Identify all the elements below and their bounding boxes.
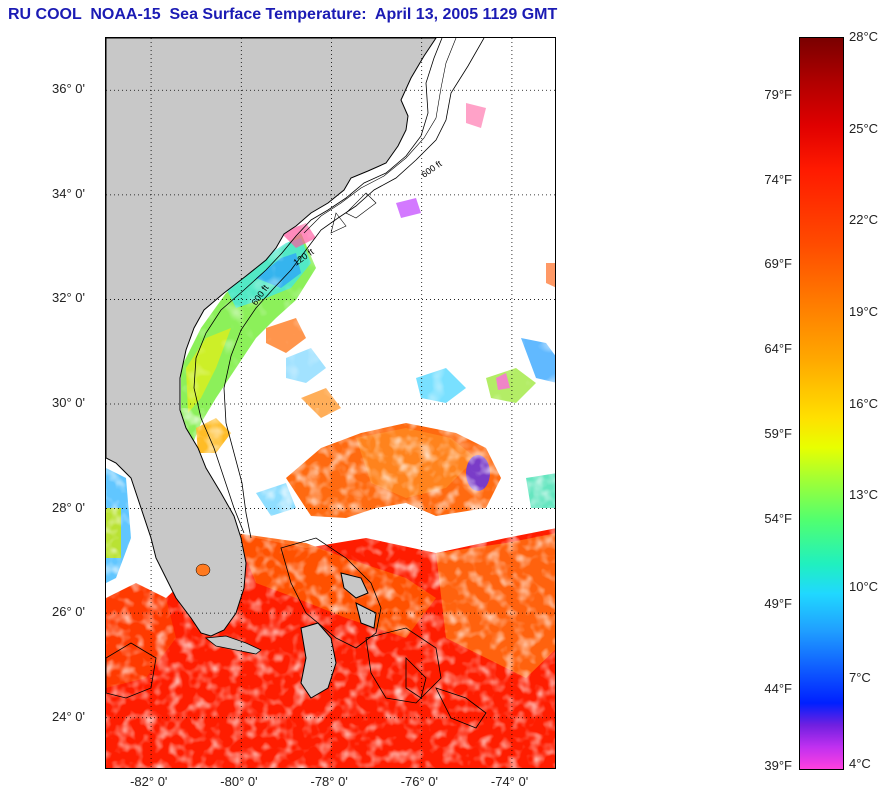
colorbar-fahrenheit-label: 54°F xyxy=(764,510,792,526)
lon-tick-label: -78° 0' xyxy=(310,774,348,789)
colorbar-fahrenheit-label: 64°F xyxy=(764,341,792,357)
lat-tick-label: 28° 0' xyxy=(52,499,85,515)
colorbar-celsius-label: 16°C xyxy=(849,395,879,411)
colorbar-fahrenheit-label: 44°F xyxy=(764,680,792,696)
lat-tick-label: 26° 0' xyxy=(52,604,85,620)
sst-map[interactable]: 120 ft 600 ft 600 ft xyxy=(105,37,556,769)
colorbar-fahrenheit-label: 59°F xyxy=(764,426,792,442)
chart-title: RU COOL NOAA-15 Sea Surface Temperature:… xyxy=(8,6,558,23)
land-southeast-us xyxy=(106,38,437,637)
colorbar-fahrenheit-label: 74°F xyxy=(764,171,792,187)
lat-tick-label: 32° 0' xyxy=(52,290,85,306)
lon-tick-label: -82° 0' xyxy=(130,774,168,789)
isobath-label-600: 600 ft xyxy=(419,158,444,179)
lat-tick-label: 30° 0' xyxy=(52,395,85,410)
isobath-120ft xyxy=(193,38,443,534)
colorbar-fahrenheit-label: 39°F xyxy=(764,758,792,773)
colorbar-celsius-label: 22°C xyxy=(849,212,879,228)
lon-tick-label: -80° 0' xyxy=(220,774,258,789)
colorbar-celsius-label: 13°C xyxy=(849,487,879,503)
colorbar-celsius-label: 10°C xyxy=(849,578,879,594)
lon-tick-label: -74° 0' xyxy=(490,774,529,789)
colorbar-fahrenheit-label: 79°F xyxy=(764,86,792,102)
lat-tick-label: 36° 0' xyxy=(52,81,85,97)
lon-tick-label: -76° 0' xyxy=(400,774,438,789)
lat-tick-label: 34° 0' xyxy=(52,185,85,201)
land-bahamas xyxy=(300,622,337,699)
lat-tick-label: 24° 0' xyxy=(52,708,85,724)
colorbar-celsius-label: 7°C xyxy=(849,670,871,686)
colorbar-celsius-label: 28°C xyxy=(849,29,879,44)
colorbar-fahrenheit-label: 49°F xyxy=(764,595,792,611)
colorbar-celsius-label: 4°C xyxy=(849,756,871,771)
colorbar-fahrenheit-label: 69°F xyxy=(764,256,792,272)
temperature-colorbar xyxy=(799,37,844,770)
isobath-600ft xyxy=(223,38,485,539)
colorbar-celsius-label: 19°C xyxy=(849,303,879,319)
map-canvas: 120 ft 600 ft 600 ft xyxy=(106,38,555,768)
colorbar-celsius-label: 25°C xyxy=(849,120,879,136)
